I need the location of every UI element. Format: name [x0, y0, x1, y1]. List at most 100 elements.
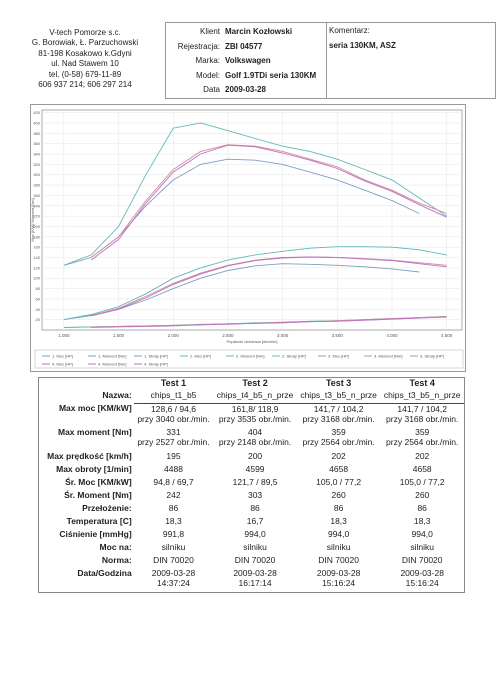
- cell: 195: [134, 451, 214, 464]
- cell-line: 16:17:14: [238, 578, 272, 588]
- cell: chips_t4_b5_n_prze: [213, 390, 297, 404]
- cell: 331 przy 2527 obr./min.: [134, 427, 214, 451]
- cell-line: 994,0: [244, 529, 266, 539]
- company-line: 606 937 214; 606 297 214: [38, 80, 132, 90]
- x-tick-label: 4.000: [386, 333, 398, 338]
- legend-label: 1. Straty [HP]: [144, 354, 168, 359]
- cell: 4658: [297, 464, 381, 477]
- plot-area: [41, 109, 463, 331]
- cell-line: chips_t4_b5_n_prze: [216, 390, 294, 400]
- info-row: Model: Golf 1.9TDi seria 130KM: [166, 71, 326, 83]
- column-header: Test 3: [325, 378, 352, 388]
- cell: 128,6 / 94,6 przy 3040 obr./min.: [134, 403, 214, 427]
- row-label: Nazwa:: [102, 390, 132, 400]
- cell-line: 105,0 / 77,2: [316, 477, 362, 487]
- y-axis-label: Moc [KM]/ Moment [Nm]: [30, 198, 35, 241]
- cell: 86: [134, 503, 214, 516]
- info-value: Marcin Kozłowski: [225, 27, 293, 36]
- cell-line: 359: [331, 427, 346, 437]
- info-label: Rejestracja:: [177, 41, 220, 51]
- row-label: Max moment [Nm]: [57, 427, 132, 437]
- cell: 4599: [213, 464, 297, 477]
- cell-line: 331: [166, 427, 181, 437]
- legend-label: 4. Straty [HP]: [144, 362, 168, 367]
- cell-line: przy 3168 obr./min.: [386, 413, 459, 424]
- legend-label: 3. Moc [HP]: [328, 354, 349, 359]
- cell: 4658: [380, 464, 464, 477]
- cell: 4488: [134, 464, 214, 477]
- cell: DIN 70020: [380, 555, 464, 568]
- cell: 105,0 / 77,2: [380, 477, 464, 490]
- cell-line: DIN 70020: [234, 555, 276, 565]
- legend-label: 4. Moc [HP]: [52, 362, 73, 367]
- table-row: Max moc [KM/kW] 128,6 / 94,6 przy 3040 obr…: [39, 403, 464, 427]
- cell-line: DIN 70020: [318, 555, 359, 565]
- cell-line: 86: [168, 503, 179, 513]
- cell-line: 86: [417, 503, 427, 513]
- cell: DIN 70020: [134, 555, 214, 568]
- row-label: Max obroty [1/min]: [56, 464, 132, 474]
- company-line: G. Borowiak, Ł. Parzuchowski: [31, 38, 139, 48]
- y-tick-label: 200: [33, 224, 40, 229]
- cell-line: 303: [247, 490, 263, 500]
- cell-line: 260: [415, 490, 430, 500]
- y-tick-label: 100: [33, 276, 40, 281]
- cell: 303: [213, 490, 297, 503]
- cell: 260: [297, 490, 381, 503]
- cell: DIN 70020: [213, 555, 297, 568]
- cell-line: 200: [247, 451, 263, 461]
- cell-line: 2009-03-28: [151, 568, 196, 578]
- y-tick-label: 160: [33, 245, 40, 250]
- row-label: Śr. Moc [KM/kW]: [65, 477, 132, 487]
- series-line: [63, 158, 420, 266]
- cell-line: przy 3535 obr./min.: [218, 413, 292, 424]
- cell: 86: [297, 503, 381, 516]
- cell-line: 94,8 / 69,7: [153, 477, 194, 487]
- cell-line: 202: [331, 451, 346, 461]
- cell: 359 przy 2564 obr./min.: [297, 427, 381, 451]
- cell: 86: [213, 503, 297, 516]
- cell: 86: [380, 503, 464, 516]
- table-row: Śr. Moment [Nm] 242 303 260 260: [39, 490, 464, 503]
- cell: 404 przy 2148 obr./min.: [213, 427, 297, 451]
- cell: silniku: [134, 542, 214, 555]
- cell-line: silniku: [410, 542, 434, 552]
- cell: 18,3: [380, 516, 464, 529]
- cell: 200: [213, 451, 297, 464]
- table: Test 1 Test 2 Test 3 Test 4 Nazwa: chips_t1_b…: [39, 378, 464, 592]
- cell: 16,7: [213, 516, 297, 529]
- series-line: [63, 122, 447, 266]
- cell-line: DIN 70020: [401, 555, 443, 565]
- cell-line: 202: [415, 451, 430, 461]
- y-tick-label: 360: [33, 141, 40, 146]
- row-label: Norma:: [101, 555, 132, 565]
- comment-label: Komentarz:: [329, 26, 370, 35]
- cell-line: 2009-03-28: [316, 568, 361, 578]
- company-block: V-tech Pomorze s.c. G. Borowiak, Ł. Parzu…: [10, 28, 160, 90]
- cell-line: 121,7 / 89,5: [232, 477, 278, 487]
- row-label: Temperatura [C]: [66, 516, 132, 526]
- company-line: ul. Nad Stawem 10: [51, 59, 119, 69]
- info-value: Golf 1.9TDi seria 130KM: [225, 70, 317, 80]
- series-line: [90, 144, 447, 258]
- cell-line: 141,7 / 104,2: [313, 403, 364, 414]
- cell-line: 18,3: [330, 516, 347, 526]
- cell-line: 2009-03-28: [400, 568, 444, 578]
- cell-line: 260: [331, 490, 346, 500]
- legend-label: 1. Moment [Nm]: [98, 354, 126, 359]
- cell: silniku: [213, 542, 297, 555]
- y-tick-label: 60: [36, 296, 41, 301]
- info-value: ZBI 04577: [225, 41, 263, 51]
- cell-line: 359: [415, 427, 430, 437]
- y-tick-label: 40: [36, 307, 41, 312]
- company-line: V-tech Pomorze s.c.: [49, 28, 121, 37]
- y-tick-label: 380: [33, 131, 40, 136]
- cell-line: 404: [247, 427, 263, 437]
- cell-line: 15:16:24: [322, 578, 356, 588]
- cell-line: DIN 70020: [153, 555, 194, 565]
- x-tick-label: 1.500: [113, 333, 125, 338]
- cell-line: 18,3: [413, 516, 431, 526]
- column-header: Test 1: [160, 378, 187, 388]
- cell: 94,8 / 69,7: [134, 477, 214, 490]
